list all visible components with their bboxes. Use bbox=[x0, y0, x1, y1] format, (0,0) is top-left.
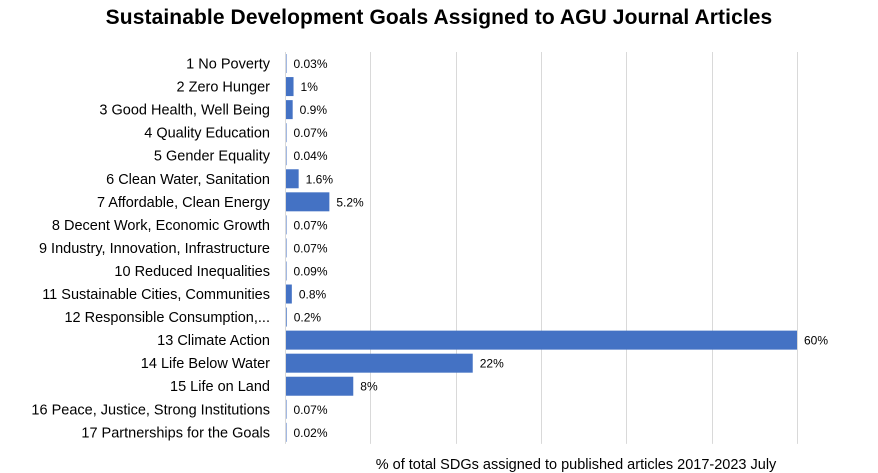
bar[interactable] bbox=[285, 353, 473, 373]
data-label: 8% bbox=[360, 380, 378, 394]
category-label: 16 Peace, Justice, Strong Institutions bbox=[31, 402, 270, 418]
category-label: 17 Partnerships for the Goals bbox=[81, 425, 270, 441]
data-label: 0.9% bbox=[300, 103, 328, 117]
data-label: 0.07% bbox=[294, 403, 328, 417]
bar[interactable] bbox=[285, 169, 299, 189]
data-label: 60% bbox=[804, 334, 828, 348]
data-label: 0.07% bbox=[294, 241, 328, 255]
category-label: 1 No Poverty bbox=[186, 57, 271, 73]
category-label: 12 Responsible Consumption,... bbox=[64, 310, 270, 326]
category-label: 5 Gender Equality bbox=[154, 149, 271, 165]
data-label: 1% bbox=[301, 80, 319, 94]
bar[interactable] bbox=[285, 100, 293, 120]
data-label: 5.2% bbox=[336, 195, 364, 209]
category-label: 2 Zero Hunger bbox=[177, 80, 271, 96]
data-label: 0.03% bbox=[294, 57, 328, 71]
data-label: 1.6% bbox=[306, 172, 334, 186]
category-label: 14 Life Below Water bbox=[141, 356, 270, 372]
bar[interactable] bbox=[285, 77, 294, 97]
category-label: 9 Industry, Innovation, Infrastructure bbox=[39, 241, 270, 257]
bar[interactable] bbox=[285, 330, 797, 350]
category-label: 6 Clean Water, Sanitation bbox=[106, 172, 270, 188]
category-label: 8 Decent Work, Economic Growth bbox=[52, 218, 270, 234]
data-label: 0.07% bbox=[294, 126, 328, 140]
chart-title: Sustainable Development Goals Assigned t… bbox=[105, 6, 773, 29]
data-label: 22% bbox=[480, 357, 504, 371]
category-label: 3 Good Health, Well Being bbox=[99, 103, 270, 119]
category-label: 13 Climate Action bbox=[157, 333, 270, 349]
category-label: 15 Life on Land bbox=[170, 379, 270, 395]
data-label: 0.04% bbox=[294, 149, 328, 163]
data-label: 0.2% bbox=[294, 311, 322, 325]
data-label: 0.8% bbox=[299, 288, 327, 302]
bar[interactable] bbox=[285, 376, 354, 396]
data-label: 0.07% bbox=[294, 218, 328, 232]
data-label: 0.09% bbox=[294, 264, 328, 278]
bar[interactable] bbox=[285, 192, 330, 212]
x-axis-label: % of total SDGs assigned to published ar… bbox=[376, 457, 777, 473]
bar[interactable] bbox=[285, 284, 292, 304]
category-label: 11 Sustainable Cities, Communities bbox=[42, 287, 270, 303]
category-label: 4 Quality Education bbox=[144, 126, 270, 142]
data-label: 0.02% bbox=[294, 426, 328, 440]
category-label: 10 Reduced Inequalities bbox=[114, 264, 270, 280]
category-label: 7 Affordable, Clean Energy bbox=[97, 195, 271, 211]
